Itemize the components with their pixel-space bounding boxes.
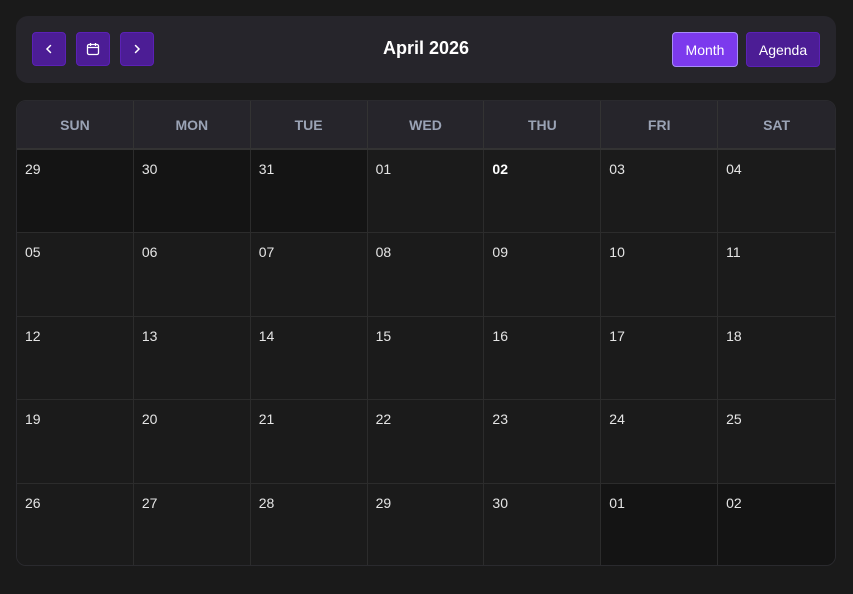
today-button[interactable] bbox=[76, 32, 110, 66]
day-cell[interactable]: 23 bbox=[484, 400, 602, 484]
weekday-fri: FRI bbox=[601, 101, 719, 148]
day-number: 02 bbox=[492, 161, 508, 177]
day-cell[interactable]: 09 bbox=[484, 233, 602, 317]
day-cell[interactable]: 21 bbox=[250, 400, 368, 484]
calendar-icon bbox=[86, 43, 100, 56]
day-number: 22 bbox=[375, 411, 392, 428]
day-cell[interactable]: 01 bbox=[367, 150, 485, 234]
day-cell[interactable]: 15 bbox=[367, 316, 485, 401]
day-cell[interactable]: 03 bbox=[601, 150, 719, 234]
day-cell[interactable]: 27 bbox=[133, 483, 251, 565]
day-cell[interactable]: 30 bbox=[133, 150, 251, 234]
calendar-toolbar: April 2026 Month Agenda bbox=[16, 16, 836, 83]
day-cell[interactable]: 16 bbox=[484, 316, 602, 401]
day-number: 09 bbox=[492, 244, 508, 261]
day-number: 08 bbox=[375, 244, 392, 261]
day-number: 04 bbox=[726, 161, 742, 177]
day-cell-today[interactable]: 02 bbox=[484, 150, 602, 234]
day-number: 29 bbox=[25, 161, 41, 177]
day-number: 25 bbox=[726, 411, 742, 428]
day-number: 02 bbox=[726, 494, 742, 511]
prev-month-button[interactable] bbox=[32, 32, 66, 66]
day-number: 20 bbox=[141, 411, 158, 428]
day-grid: 29 30 31 01 02 03 04 05 06 07 08 09 10 11 12 13 14 15 16 17… bbox=[17, 150, 835, 565]
weekday-sun: SUN bbox=[17, 101, 134, 148]
day-cell[interactable]: 07 bbox=[250, 233, 368, 317]
day-cell[interactable]: 10 bbox=[601, 233, 719, 317]
day-cell[interactable]: 17 bbox=[601, 316, 719, 401]
day-number: 11 bbox=[726, 244, 741, 261]
day-number: 01 bbox=[375, 161, 392, 177]
weekday-thu: THU bbox=[484, 101, 602, 148]
day-cell[interactable]: 20 bbox=[133, 400, 251, 484]
day-number: 03 bbox=[609, 161, 625, 177]
weekday-tue: TUE bbox=[251, 101, 368, 148]
day-cell[interactable]: 08 bbox=[367, 233, 485, 317]
day-number: 30 bbox=[141, 161, 158, 177]
day-cell[interactable]: 18 bbox=[718, 316, 835, 401]
day-number: 23 bbox=[492, 411, 508, 428]
day-number: 24 bbox=[609, 411, 625, 428]
day-number: 06 bbox=[141, 244, 158, 261]
weekday-sat: SAT bbox=[763, 116, 791, 133]
day-number: 01 bbox=[609, 494, 625, 511]
day-number: 18 bbox=[726, 327, 742, 344]
day-number: 19 bbox=[25, 411, 41, 428]
day-number: 26 bbox=[25, 494, 41, 511]
day-cell[interactable]: 11 bbox=[718, 233, 835, 317]
day-number: 17 bbox=[609, 327, 625, 344]
weekday-wed: WED bbox=[368, 101, 485, 148]
day-number: 15 bbox=[375, 327, 392, 344]
day-number: 30 bbox=[492, 494, 508, 511]
agenda-view-button[interactable]: Agenda bbox=[746, 32, 820, 67]
chevron-left-icon bbox=[45, 44, 52, 54]
chevron-right-icon bbox=[134, 44, 141, 54]
day-cell[interactable]: 22 bbox=[367, 400, 485, 484]
day-number: 07 bbox=[258, 244, 275, 261]
weekday-mon: MON bbox=[134, 101, 251, 148]
day-cell[interactable]: 25 bbox=[718, 400, 835, 484]
day-cell[interactable]: 04 bbox=[718, 150, 835, 234]
day-cell[interactable]: 29 bbox=[367, 483, 485, 565]
day-cell[interactable]: 29 bbox=[17, 150, 134, 234]
day-number: 10 bbox=[609, 244, 625, 261]
day-cell[interactable]: 02 bbox=[718, 483, 835, 565]
day-number: 27 bbox=[141, 494, 158, 511]
day-cell[interactable]: 19 bbox=[17, 400, 134, 484]
day-number: 31 bbox=[258, 161, 275, 177]
weekday-header: SUN MON TUE WED THU FRI SAT bbox=[17, 101, 835, 150]
day-cell[interactable]: 01 bbox=[601, 483, 719, 565]
day-number: 12 bbox=[25, 327, 41, 344]
day-cell[interactable]: 13 bbox=[133, 316, 251, 401]
day-cell[interactable]: 26 bbox=[17, 483, 134, 565]
day-number: 13 bbox=[141, 327, 158, 344]
month-view-button[interactable]: Month bbox=[672, 32, 738, 67]
day-cell[interactable]: 28 bbox=[250, 483, 368, 565]
day-number: 29 bbox=[375, 494, 392, 511]
day-cell[interactable]: 30 bbox=[484, 483, 602, 565]
day-cell[interactable]: 24 bbox=[601, 400, 719, 484]
next-month-button[interactable] bbox=[120, 32, 154, 66]
day-number: 16 bbox=[492, 327, 508, 344]
day-number: 28 bbox=[258, 494, 275, 511]
day-cell[interactable]: 31 bbox=[250, 150, 368, 234]
day-number: 21 bbox=[258, 411, 275, 428]
day-number: 05 bbox=[25, 244, 41, 261]
day-cell[interactable]: 14 bbox=[250, 316, 368, 401]
day-cell[interactable]: 12 bbox=[17, 316, 134, 401]
day-cell[interactable]: 05 bbox=[17, 233, 134, 317]
month-calendar: SUN MON TUE WED THU FRI SAT 29 30 31 01 02 03 04 05 06… bbox=[16, 100, 836, 566]
day-number: 14 bbox=[258, 327, 275, 344]
day-cell[interactable]: 06 bbox=[133, 233, 251, 317]
